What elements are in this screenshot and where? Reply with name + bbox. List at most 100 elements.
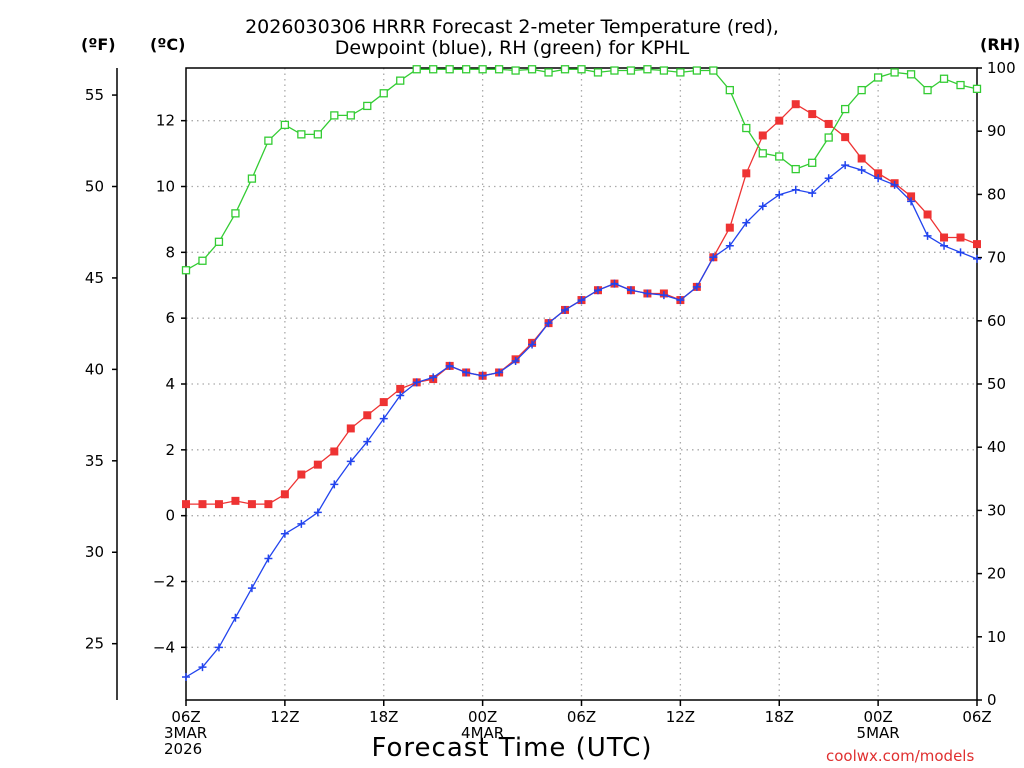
rh-point [478,65,487,74]
dewpoint-point [231,613,240,622]
fahrenheit-tick-label: 25 [85,635,104,653]
celsius-unit-label: (ºC) [150,35,186,54]
rh-tick-label: 60 [987,312,1006,330]
dewpoint-point [808,189,817,198]
fahrenheit-tick-label: 40 [85,360,104,378]
celsius-tick-label: 4 [165,375,175,393]
dewpoint-point [544,319,553,328]
temperature-point [330,447,339,456]
dewpoint-point [297,519,306,528]
rh-point [297,130,306,139]
dewpoint-point [758,202,767,211]
x-tick-label: 06Z [962,708,991,726]
temperature-point [940,233,949,242]
rh-tick-label: 30 [987,501,1006,519]
rh-point [972,84,982,94]
series-plus [182,161,981,681]
celsius-tick-label: 10 [156,178,175,196]
rh-point [626,66,636,75]
rh-point [709,66,718,75]
credit-link[interactable]: coolwx.com/models [826,747,975,765]
dewpoint-point [940,241,949,250]
rh-point [775,152,784,161]
temperature-point [775,116,784,125]
rh-tick-label: 50 [987,375,1006,393]
rh-point [544,68,553,77]
temperature-point [379,398,388,407]
temperature-point [396,384,405,393]
dewpoint-point [577,296,586,305]
chart-title: 2026030306 HRRR Forecast 2-meter Tempera… [0,17,1024,59]
celsius-tick-label: 0 [165,507,175,525]
rh-point [247,174,257,183]
temperature-point [247,500,256,509]
dewpoint-point [692,282,701,291]
dewpoint-point [742,218,751,227]
dewpoint-point [643,289,652,298]
dewpoint-point [824,174,833,183]
temperature-point [973,240,981,249]
dewpoint-point [330,480,339,489]
temperature-point [280,490,289,499]
x-tick-label: 00Z [468,708,497,726]
rh-point [593,68,603,77]
rh-point [610,66,619,75]
dewpoint-point [659,291,668,300]
dewpoint-point [709,253,718,262]
rh-point [363,101,372,111]
celsius-tick-label: −2 [153,573,175,591]
dewpoint-point [676,296,685,305]
dewpoint-point [182,672,190,681]
dewpoint-point [561,305,570,314]
x-tick-label: 06Z [567,708,596,726]
temperature-point [264,500,273,509]
dewpoint-point [841,161,850,170]
rh-point [857,85,866,95]
rh-tick-label: 20 [987,565,1006,583]
rh-point [659,66,669,75]
x-tick-label: 06Z [171,708,200,726]
fahrenheit-tick-label: 55 [85,86,104,104]
temperature-point [182,500,190,509]
x-tick-label: 12Z [666,708,695,726]
temperature-point [231,496,240,505]
dewpoint-point [313,508,322,517]
rh-unit-label: (RH) [980,35,1021,54]
rh-point [445,65,454,74]
temperature-point [956,233,965,242]
fahrenheit-tick-label: 35 [85,452,104,470]
x-tick-label: 4MAR [461,724,504,742]
rh-tick-label: 70 [987,249,1006,267]
rh-point [923,85,932,95]
dewpoint-point [462,368,471,377]
x-tick-label: 18Z [765,708,794,726]
dewpoint-point [214,643,223,652]
rh-point [461,65,471,74]
temperature-point [758,131,767,140]
rh-point [725,85,734,95]
rh-tick-label: 100 [987,59,1016,77]
celsius-tick-label: −4 [153,638,175,656]
dewpoint-point [247,584,256,593]
dewpoint-point [907,197,916,206]
temperature-point [841,133,850,142]
chart-title-line-2: Dewpoint (blue), RH (green) for KPHL [334,37,690,59]
rh-point [494,65,504,74]
rh-tick-label: 40 [987,438,1006,456]
rh-point [181,266,191,275]
celsius-tick-label: 2 [165,441,175,459]
x-tick-label: 2026 [164,740,202,758]
x-tick-label: 00Z [863,708,892,726]
temperature-point [808,110,817,119]
fahrenheit-tick-label: 30 [85,543,104,561]
temperature-point [214,500,223,509]
dewpoint-point [412,378,421,387]
rh-point [643,65,652,74]
rh-point [939,74,949,83]
temperature-point [857,154,866,163]
rh-point [841,104,850,114]
rh-point [906,70,916,79]
dewpoint-point [528,340,537,349]
rh-point [692,66,702,75]
